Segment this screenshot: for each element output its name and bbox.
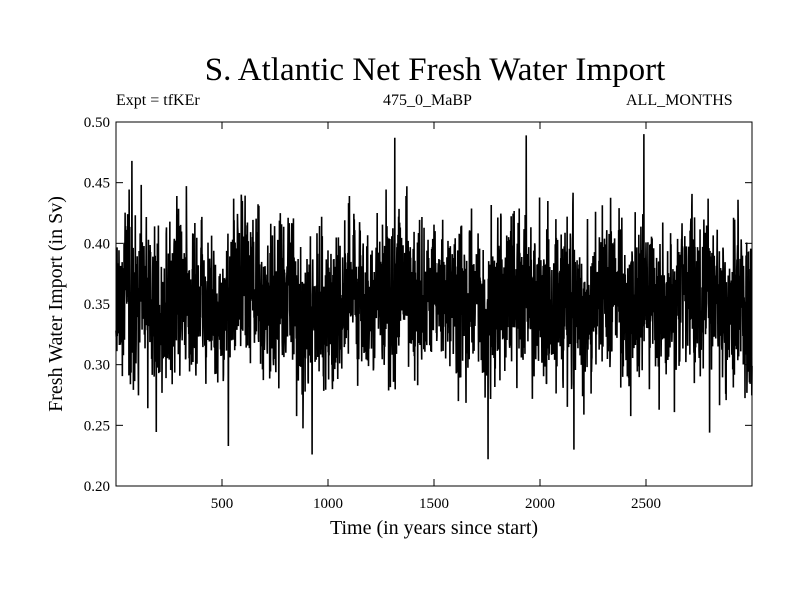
x-axis-title: Time (in years since start) xyxy=(330,517,538,539)
x-axis: 500 1000 1500 2000 2500 xyxy=(211,122,661,512)
y-tick-label: 0.45 xyxy=(84,176,110,192)
y-axis-title: Fresh Water Import (in Sv) xyxy=(45,196,67,412)
y-tick-label: 0.40 xyxy=(84,236,110,252)
chart-title: S. Atlantic Net Fresh Water Import xyxy=(204,52,666,88)
months-label: ALL_MONTHS xyxy=(626,92,733,109)
experiment-label: Expt = tfKEr xyxy=(116,92,200,109)
y-tick-label: 0.50 xyxy=(84,115,110,131)
x-tick-label: 1500 xyxy=(419,496,449,512)
y-tick-label: 0.35 xyxy=(84,297,110,313)
x-tick-label: 2000 xyxy=(525,496,555,512)
x-tick-label: 1000 xyxy=(313,496,343,512)
x-tick-label: 500 xyxy=(211,496,234,512)
y-tick-label: 0.20 xyxy=(84,479,110,495)
y-axis: 0.20 0.25 0.30 0.35 0.40 0.45 0.50 xyxy=(84,115,752,495)
period-label: 475_0_MaBP xyxy=(383,92,472,109)
y-tick-label: 0.25 xyxy=(84,418,110,434)
y-tick-label: 0.30 xyxy=(84,358,110,374)
x-tick-label: 2500 xyxy=(631,496,661,512)
series-line xyxy=(115,134,753,460)
series-group xyxy=(115,134,753,460)
